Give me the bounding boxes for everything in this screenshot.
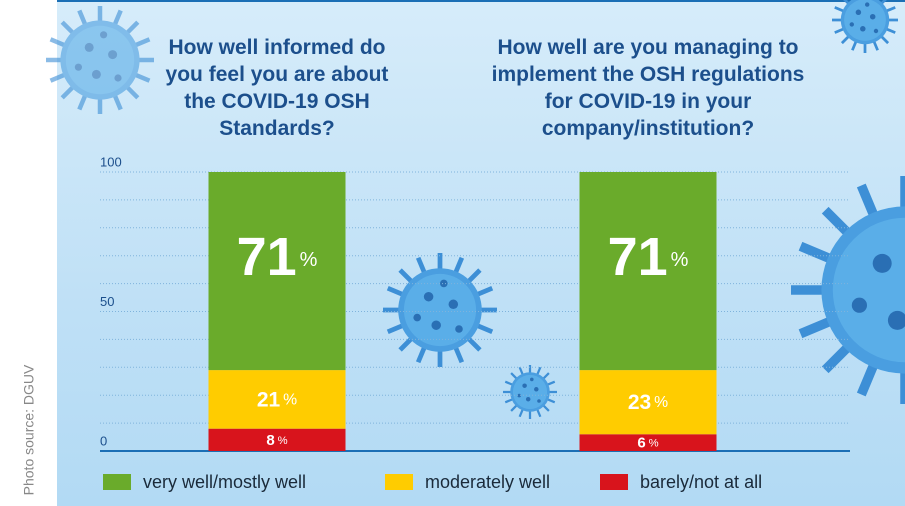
legend-label: barely/not at all xyxy=(640,472,762,492)
legend-label: moderately well xyxy=(425,472,550,492)
value-number: 23 xyxy=(628,391,651,414)
value-label: 8% xyxy=(266,432,287,449)
value-unit: % xyxy=(283,392,297,409)
decoration xyxy=(791,176,905,404)
legend-swatch xyxy=(385,474,413,490)
y-tick-label: 100 xyxy=(100,154,122,169)
bar-title: How well informed do you feel you are ab… xyxy=(127,34,427,142)
source: Photo source: DGUV xyxy=(21,364,37,495)
y-tick-label: 50 xyxy=(100,294,114,309)
value-number: 8 xyxy=(266,432,274,449)
value-label: 21% xyxy=(257,388,297,411)
decoration xyxy=(832,0,898,53)
y-tick-label: 0 xyxy=(100,433,107,448)
decoration xyxy=(383,253,497,367)
decoration xyxy=(503,365,557,419)
legend-label: very well/mostly well xyxy=(143,472,306,492)
value-label: 23% xyxy=(628,391,668,414)
value-unit: % xyxy=(649,438,659,450)
value-number: 71 xyxy=(237,227,297,287)
legend-swatch xyxy=(103,474,131,490)
legend-swatch xyxy=(600,474,628,490)
value-unit: % xyxy=(278,435,288,447)
bar-title: How well are you managing to implement t… xyxy=(483,34,813,142)
value-unit: % xyxy=(654,394,668,411)
value-number: 71 xyxy=(608,227,668,287)
value-number: 21 xyxy=(257,388,281,411)
value-label: 6% xyxy=(637,435,658,452)
value-unit: % xyxy=(300,249,318,271)
value-unit: % xyxy=(671,249,689,271)
page: Photo source: DGUV 0501008%21%71%6%23%71… xyxy=(0,0,905,506)
value-number: 6 xyxy=(637,435,645,452)
